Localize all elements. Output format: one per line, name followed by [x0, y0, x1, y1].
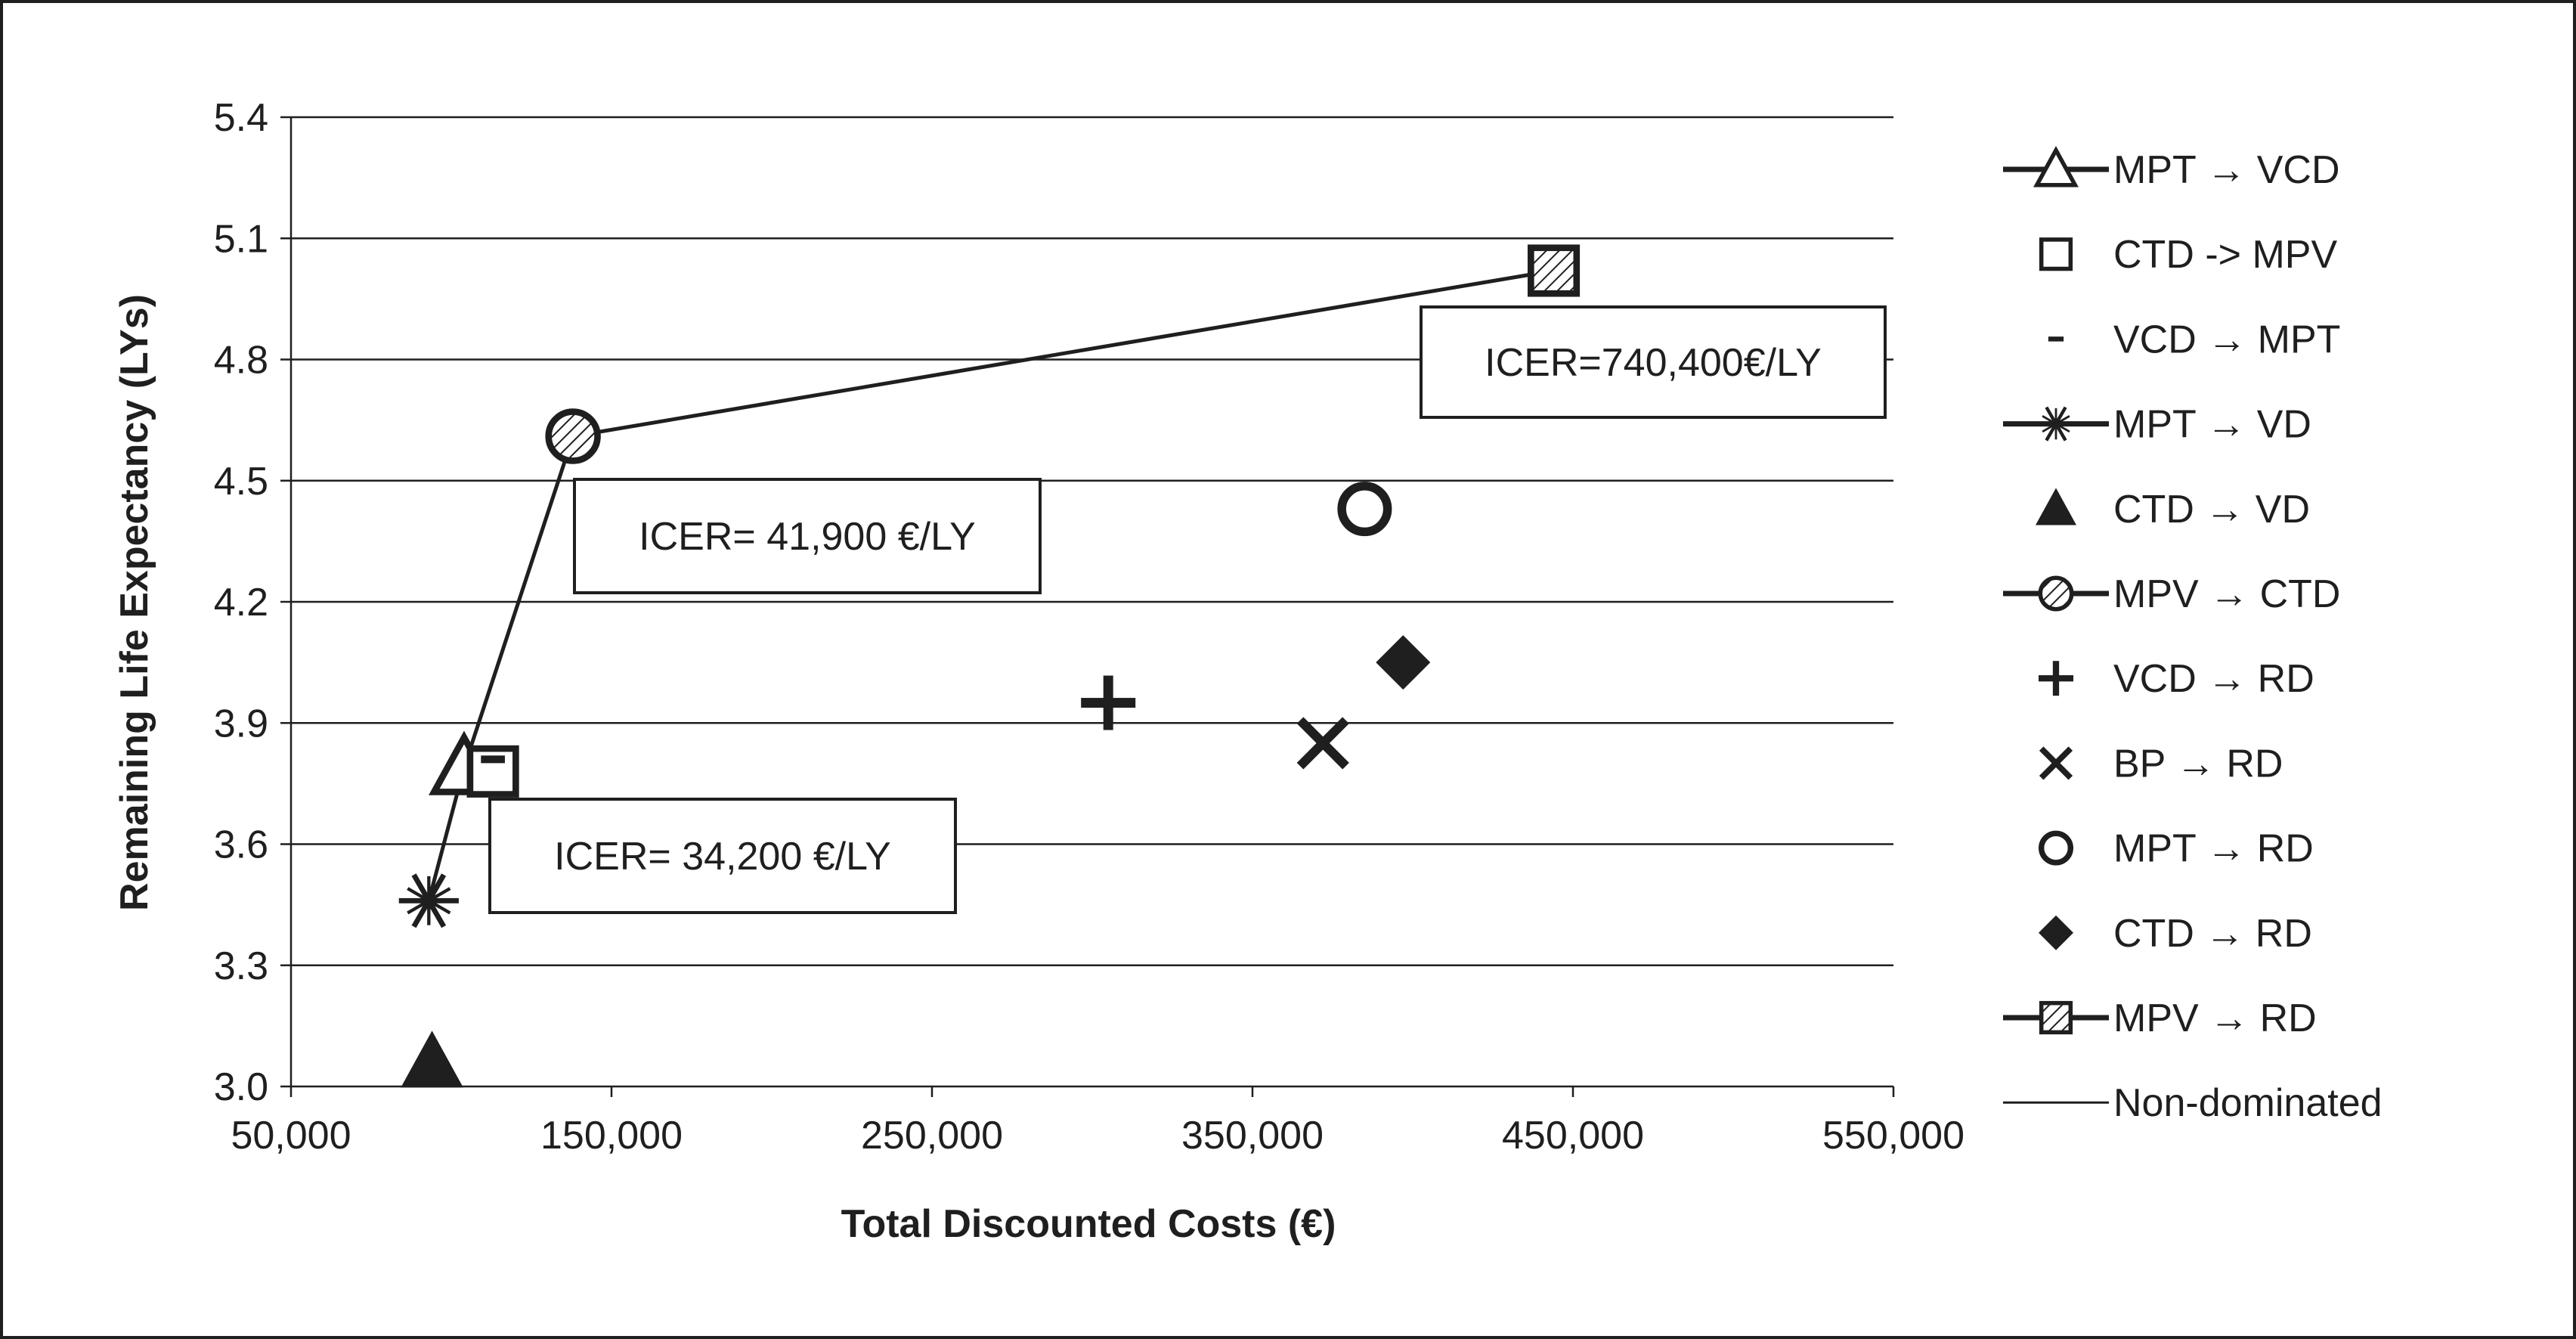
legend-item: VCD → MPT	[2048, 318, 2340, 361]
icer-annotation: ICER=740,400€/LY	[1420, 305, 1887, 419]
x-tick-label: 250,000	[861, 1114, 1003, 1158]
legend-item: CTD → RD	[2039, 912, 2312, 956]
legend-marker-open-circle	[2038, 830, 2073, 866]
legend-item: MPT → VD	[2003, 403, 2311, 447]
data-point-open-circle	[1337, 482, 1392, 537]
y-tick-label: 4.2	[214, 581, 268, 625]
axes: 3.0 3.3 3.6 3.9 4.2 4.5 4.8 5.1 5.4 50,000 150,000…	[214, 96, 1965, 1158]
y-tick-label: 4.5	[214, 460, 268, 504]
legend-item: Non-dominated	[2003, 1081, 2382, 1125]
legend-label: MPT → VD	[2113, 403, 2311, 447]
legend-item: MPV → RD	[2003, 997, 2317, 1040]
frontier-series	[426, 268, 1554, 901]
legend-marker-open-triangle	[2033, 145, 2079, 188]
legend-marker-filled-diamond	[2039, 915, 2073, 950]
legend-item: CTD -> MPV	[2039, 233, 2337, 277]
annotation-box	[573, 478, 1042, 594]
data-point-hatched-circle	[545, 408, 601, 464]
y-tick-label: 3.9	[214, 702, 268, 745]
icer-annotation: ICER= 34,200 €/LY	[488, 798, 957, 914]
data-points	[398, 244, 1581, 1088]
data-point-plus	[1081, 675, 1136, 730]
legend-marker-dash	[2048, 336, 2064, 342]
annotation-text: ICER=740,400€/LY	[1485, 341, 1822, 385]
annotation-box	[488, 798, 957, 914]
legend-marker-hatched-circle	[2038, 575, 2074, 612]
legend-label: CTD -> MPV	[2113, 233, 2337, 277]
y-tick-label: 3.6	[214, 823, 268, 867]
data-point-asterisk	[398, 873, 459, 928]
legend-item: MPT → RD	[2038, 827, 2314, 871]
legend-item: MPT → VCD	[2003, 145, 2340, 192]
legend-marker-x	[2039, 746, 2073, 780]
y-tick-label: 4.8	[214, 339, 268, 383]
legend-label: BP → RD	[2113, 742, 2283, 786]
legend-item: VCD → RD	[2039, 657, 2314, 701]
legend-label: VCD → MPT	[2113, 318, 2340, 361]
annotations: ICER= 34,200 €/LY ICER= 41,900 €/LY ICER=7…	[488, 305, 1887, 914]
legend-label: CTD → RD	[2113, 912, 2312, 956]
legend-marker-open-square	[2039, 237, 2073, 271]
legend-item: BP → RD	[2039, 742, 2283, 786]
legend-label: CTD → VD	[2113, 488, 2310, 532]
legend-marker-plus	[2039, 661, 2073, 696]
data-point-dash	[481, 755, 505, 764]
legend-label: MPV → RD	[2113, 997, 2317, 1040]
x-tick-label: 350,000	[1181, 1114, 1324, 1158]
legend-marker-asterisk	[2036, 406, 2076, 442]
legend-marker-hatched-square	[2039, 1000, 2073, 1035]
annotation-text: ICER= 41,900 €/LY	[639, 515, 976, 559]
x-tick-label: 550,000	[1822, 1114, 1965, 1158]
legend-label: MPT → VCD	[2113, 148, 2340, 192]
data-point-x	[1296, 717, 1349, 770]
legend-marker-filled-triangle	[2036, 488, 2076, 525]
legend-label: MPT → RD	[2113, 827, 2314, 871]
x-tick-label: 150,000	[540, 1114, 683, 1158]
y-tick-label: 5.1	[214, 217, 268, 261]
y-tick-label: 5.4	[214, 96, 268, 140]
data-point-hatched-square	[1527, 244, 1581, 297]
data-point-open-square	[466, 745, 519, 798]
legend-label: MPV → CTD	[2113, 572, 2340, 616]
legend-item: MPV → CTD	[2003, 572, 2340, 616]
legend: MPT → VCD CTD -> MPV VCD → MPT MPT → VD CTD …	[2003, 145, 2382, 1125]
y-tick-label: 3.0	[214, 1065, 268, 1109]
annotation-box	[1420, 305, 1887, 419]
legend-label: Non-dominated	[2113, 1081, 2382, 1125]
legend-item: CTD → VD	[2036, 488, 2310, 532]
annotation-text: ICER= 34,200 €/LY	[554, 835, 891, 879]
data-point-filled-diamond	[1376, 635, 1431, 690]
icer-annotation: ICER= 41,900 €/LY	[573, 478, 1042, 594]
y-tick-label: 3.3	[214, 944, 268, 988]
non-dominated-frontier-line	[426, 268, 1554, 901]
x-axis-title: Total Discounted Costs (€)	[841, 1202, 1336, 1246]
x-tick-label: 50,000	[231, 1114, 351, 1158]
data-point-filled-triangle	[401, 1031, 463, 1088]
legend-label: VCD → RD	[2113, 657, 2314, 701]
x-tick-label: 450,000	[1502, 1114, 1644, 1158]
y-axis-title: Remaining Life Expectancy (LYs)	[113, 294, 156, 911]
